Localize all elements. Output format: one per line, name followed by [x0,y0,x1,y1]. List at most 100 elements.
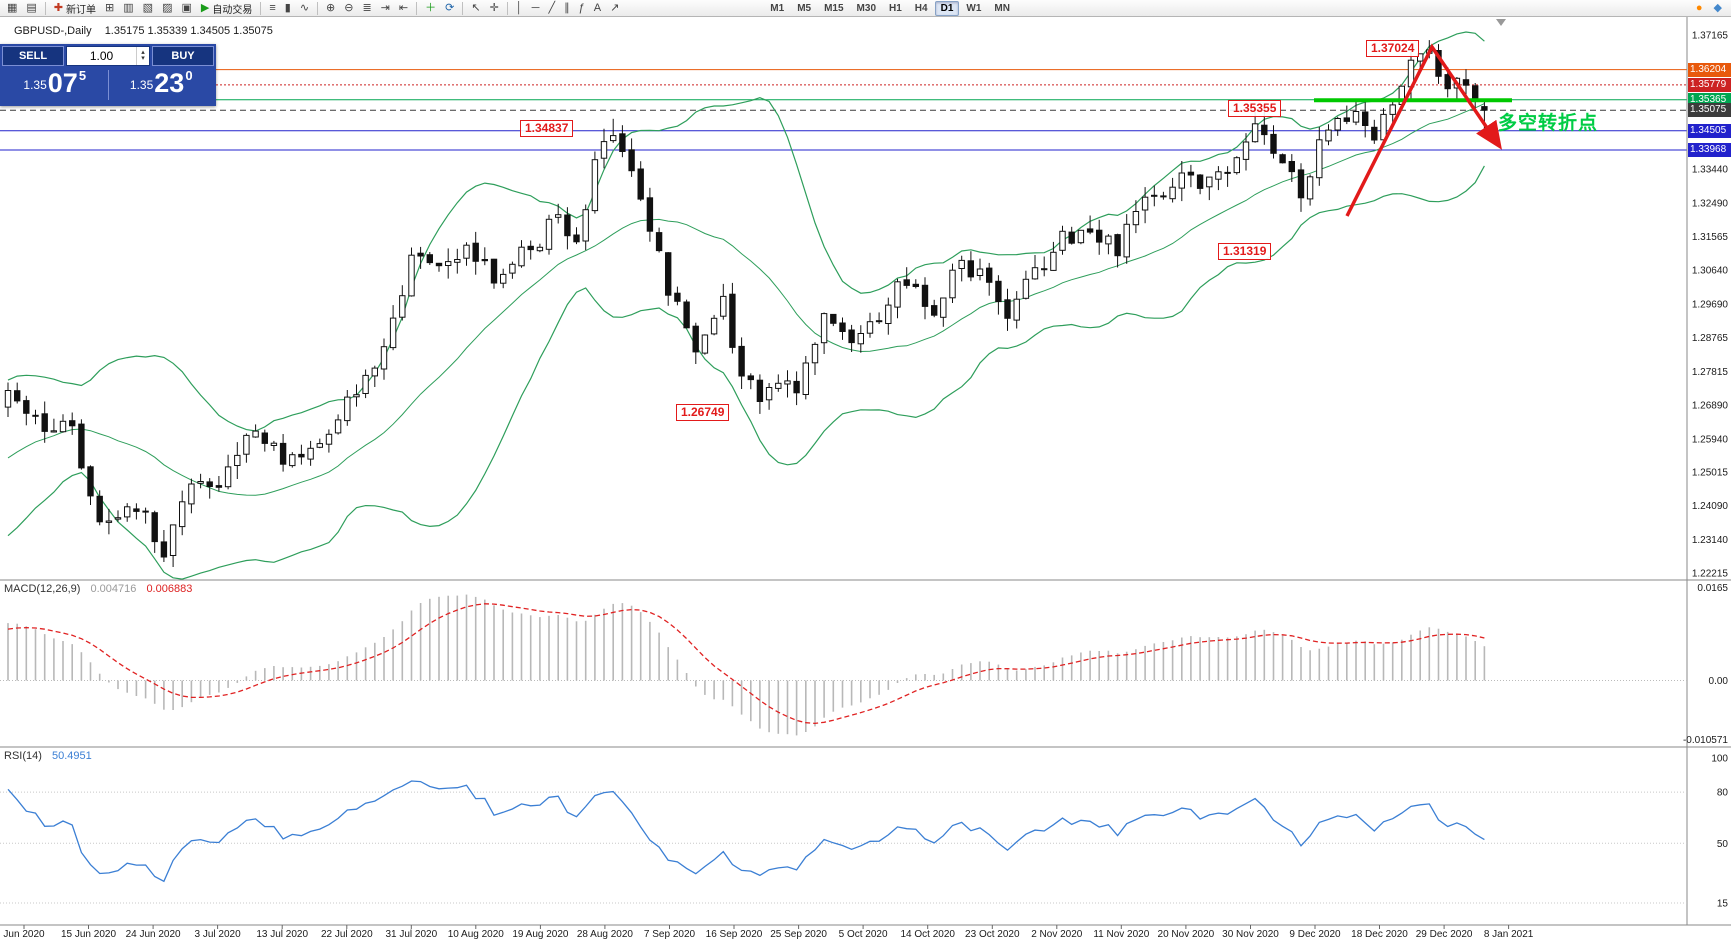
timeframe-h1-button[interactable]: H1 [889,2,902,14]
data-window-icon: ▥ [123,1,134,14]
timeframe-d1-button[interactable]: D1 [934,0,960,16]
chart-line-type-icon: ∿ [299,1,310,14]
strategy-tester-button[interactable]: ▣ [177,1,195,16]
rsi-label: RSI(14) 50.4951 [4,750,92,762]
chart-line-type-button[interactable]: ∿ [296,1,313,16]
community-icon: ● [1695,1,1703,14]
volume-input[interactable]: 1.00 ▴ ▾ [66,46,150,66]
chart-candle-type-icon: ▮ [284,1,291,14]
svg-text:80: 80 [1717,788,1729,799]
zoom-in-button[interactable]: ⊕ [322,1,339,16]
text-tool-icon: A [593,1,602,14]
chart-profiles-button[interactable]: ▤ [22,1,40,16]
candles [4,40,1488,567]
spinner-up-icon[interactable]: ▴ [141,49,145,56]
svg-text:1.29690: 1.29690 [1692,300,1729,311]
svg-text:0.00: 0.00 [1709,676,1729,687]
chart-shift-button[interactable]: ⇤ [395,1,412,16]
data-window-button[interactable]: ▥ [119,1,137,16]
chart-candle-type-button[interactable]: ▮ [281,1,295,16]
auto-scroll-button[interactable]: ⇥ [377,1,394,16]
svg-text:28 Aug 2020: 28 Aug 2020 [577,929,634,940]
price-flag[interactable]: 1.37024 [1366,40,1420,57]
timeframe-w1-button[interactable]: W1 [966,2,982,14]
sell-button[interactable]: SELL [2,46,64,66]
text-tool-button[interactable]: A [590,1,605,16]
autotrading-button[interactable]: ▶ 自动交易 [197,1,256,16]
fibonacci-button[interactable]: ƒ [575,1,589,16]
timeframe-m1-button[interactable]: M1 [770,2,785,14]
macd-label: MACD(12,26,9) 0.004716 0.006883 [4,583,192,595]
navigator-button[interactable]: ▧ [139,1,157,16]
cursor-button[interactable]: ↖ [467,1,484,16]
horizontal-line-button[interactable]: ─ [528,1,544,16]
svg-text:30 Nov 2020: 30 Nov 2020 [1222,929,1279,940]
crosshair-button[interactable]: ✛ [486,1,503,16]
price-flag[interactable]: 1.26749 [676,404,730,421]
timeframe-h4-button[interactable]: H4 [914,2,928,14]
indicators-add-button[interactable]: ＋ [421,1,440,16]
tile-windows-button[interactable]: ≣ [358,1,375,16]
price-flag[interactable]: 1.31319 [1218,243,1272,260]
chart-symbol-period: GBPUSD-,Daily [14,25,92,37]
svg-text:1.32490: 1.32490 [1692,199,1729,210]
toolbar-separator [44,1,46,15]
period-cycle-icon: ⟳ [445,1,455,14]
market-watch-button[interactable]: ⊞ [101,1,118,16]
chart-shift-icon: ⇤ [398,1,409,14]
price-flag[interactable]: 1.34837 [520,120,574,137]
sell-price: 1.35 07 5 [2,68,108,98]
strategy-tester-icon: ▣ [181,1,192,14]
svg-text:1.27815: 1.27815 [1692,367,1729,378]
timeframe-m15-button[interactable]: M15 [824,2,844,14]
timeframe-mn-button[interactable]: MN [994,2,1010,14]
svg-text:25 Sep 2020: 25 Sep 2020 [770,929,827,940]
timeframe-m30-button[interactable]: M30 [856,2,876,14]
svg-text:29 Dec 2020: 29 Dec 2020 [1416,929,1473,940]
volume-spinner[interactable]: ▴ ▾ [136,47,149,65]
spinner-down-icon[interactable]: ▾ [141,55,145,62]
chart-profiles-icon: ▤ [26,1,37,14]
svg-text:31 Jul 2020: 31 Jul 2020 [385,929,437,940]
svg-text:16 Sep 2020: 16 Sep 2020 [706,929,763,940]
price-flag[interactable]: 1.35355 [1228,100,1282,117]
axes: 1.37165 1.33440 1.32490 1.31565 1.30640 1.296… [0,17,1731,940]
svg-text:22 Jul 2020: 22 Jul 2020 [321,929,373,940]
help-icon: ◆ [1713,1,1722,14]
buy-button[interactable]: BUY [152,46,214,66]
sell-price-pip: 5 [78,67,87,83]
svg-text:14 Oct 2020: 14 Oct 2020 [900,929,955,940]
vertical-line-button[interactable]: │ [512,1,527,16]
new-chart-button[interactable]: ▦ [3,1,21,16]
trendline-button[interactable]: ╱ [544,1,559,16]
svg-text:20 Nov 2020: 20 Nov 2020 [1158,929,1215,940]
toolbar-separator [260,1,262,15]
chart-title: GBPUSD-,Daily 1.35175 1.35339 1.34505 1.… [14,25,273,37]
buy-price: 1.35 23 0 [109,68,215,98]
zoom-out-button[interactable]: ⊖ [340,1,357,16]
equidistant-channel-button[interactable]: ∥ [560,1,574,16]
chart-bar-type-button[interactable]: ≡ [265,1,279,16]
price-divider [107,70,109,100]
volume-value: 1.00 [89,49,114,63]
macd-pane: 0.0165 0.00 -0.010571 [0,583,1728,746]
help-button[interactable]: ◆ [1710,1,1726,16]
svg-text:9 Dec 2020: 9 Dec 2020 [1289,929,1341,940]
terminal-button[interactable]: ▨ [158,1,176,16]
svg-text:1.37165: 1.37165 [1692,31,1729,42]
community-button[interactable]: ● [1692,1,1707,16]
arrows-tool-button[interactable]: ↗ [606,1,623,16]
new-order-icon: ✚ [53,1,64,14]
macd-signal-value: 0.006883 [146,583,193,595]
fibonacci-icon: ƒ [578,1,585,14]
period-cycle-button[interactable]: ⟳ [441,1,458,16]
new-order-button[interactable]: ✚ 新订单 [50,1,100,16]
timeframe-m5-button[interactable]: M5 [797,2,812,14]
chart-ohlc-values: 1.35175 1.35339 1.34505 1.35075 [104,25,273,37]
chart-bar-type-icon: ≡ [269,1,276,14]
svg-text:11 Nov 2020: 11 Nov 2020 [1093,929,1149,940]
svg-text:1.31565: 1.31565 [1692,232,1729,243]
trend-annotations [1314,19,1512,217]
